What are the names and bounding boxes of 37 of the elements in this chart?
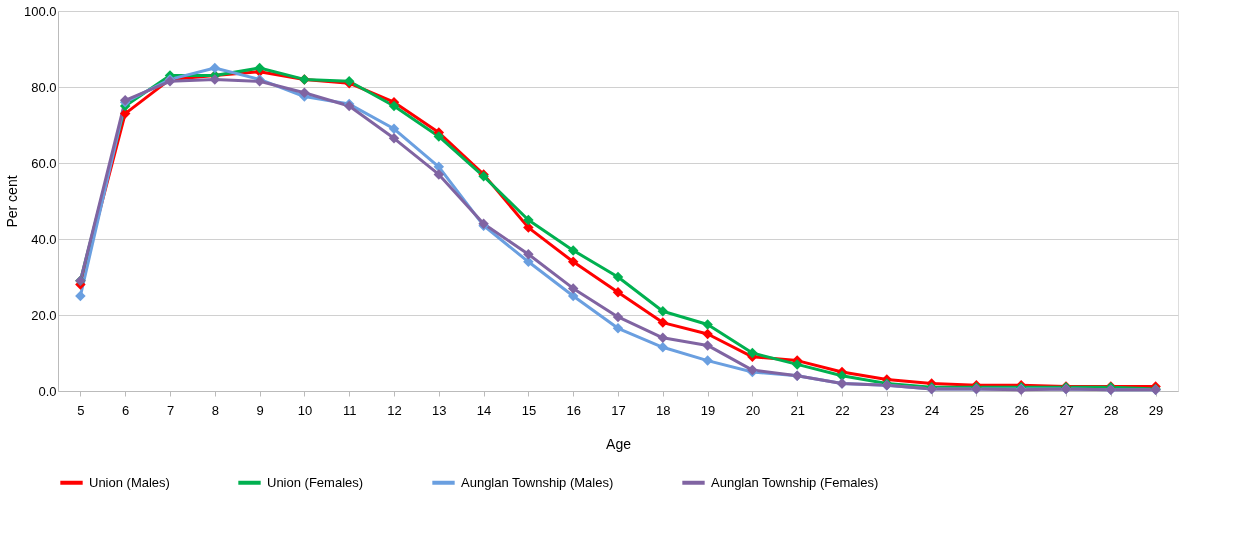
y-tick-label: 40.0 bbox=[31, 231, 57, 247]
x-tick-label: 9 bbox=[256, 402, 264, 418]
x-tick-label: 20 bbox=[745, 402, 761, 418]
x-tick-label: 28 bbox=[1104, 402, 1119, 418]
x-tick-label: 16 bbox=[566, 402, 581, 418]
x-tick-label: 12 bbox=[387, 402, 402, 418]
x-tick-label: 22 bbox=[835, 402, 850, 418]
x-tick-label: 23 bbox=[880, 402, 895, 418]
x-tick-label: 19 bbox=[700, 402, 716, 418]
x-tick-label: 11 bbox=[342, 402, 357, 418]
x-tick-label: 15 bbox=[521, 402, 537, 418]
x-axis-title: Age bbox=[606, 435, 632, 452]
y-tick-label: 0.0 bbox=[38, 383, 57, 399]
x-tick-label: 13 bbox=[432, 402, 447, 418]
x-tick-label: 29 bbox=[1148, 402, 1164, 418]
x-tick-label: 17 bbox=[611, 402, 626, 418]
x-tick-label: 10 bbox=[297, 402, 313, 418]
y-tick-label: 100.0 bbox=[23, 3, 57, 19]
legend-label: Union (Females) bbox=[267, 474, 364, 490]
x-tick-label: 24 bbox=[924, 402, 940, 418]
x-tick-label: 5 bbox=[77, 402, 85, 418]
x-tick-label: 6 bbox=[122, 402, 130, 418]
legend-label: Aunglan Township (Males) bbox=[461, 474, 614, 490]
y-tick-label: 80.0 bbox=[31, 79, 57, 95]
y-axis-title: Per cent bbox=[3, 175, 20, 228]
x-tick-label: 14 bbox=[476, 402, 492, 418]
legend-label: Union (Males) bbox=[89, 474, 170, 490]
y-tick-label: 20.0 bbox=[31, 307, 57, 323]
x-tick-label: 27 bbox=[1059, 402, 1074, 418]
legend-label: Aunglan Township (Females) bbox=[711, 474, 879, 490]
y-tick-label: 60.0 bbox=[31, 155, 57, 171]
x-tick-label: 21 bbox=[790, 402, 805, 418]
x-tick-label: 25 bbox=[969, 402, 985, 418]
x-tick-label: 18 bbox=[656, 402, 671, 418]
x-tick-label: 7 bbox=[166, 402, 175, 418]
x-tick-label: 26 bbox=[1014, 402, 1029, 418]
x-tick-label: 8 bbox=[211, 402, 219, 418]
